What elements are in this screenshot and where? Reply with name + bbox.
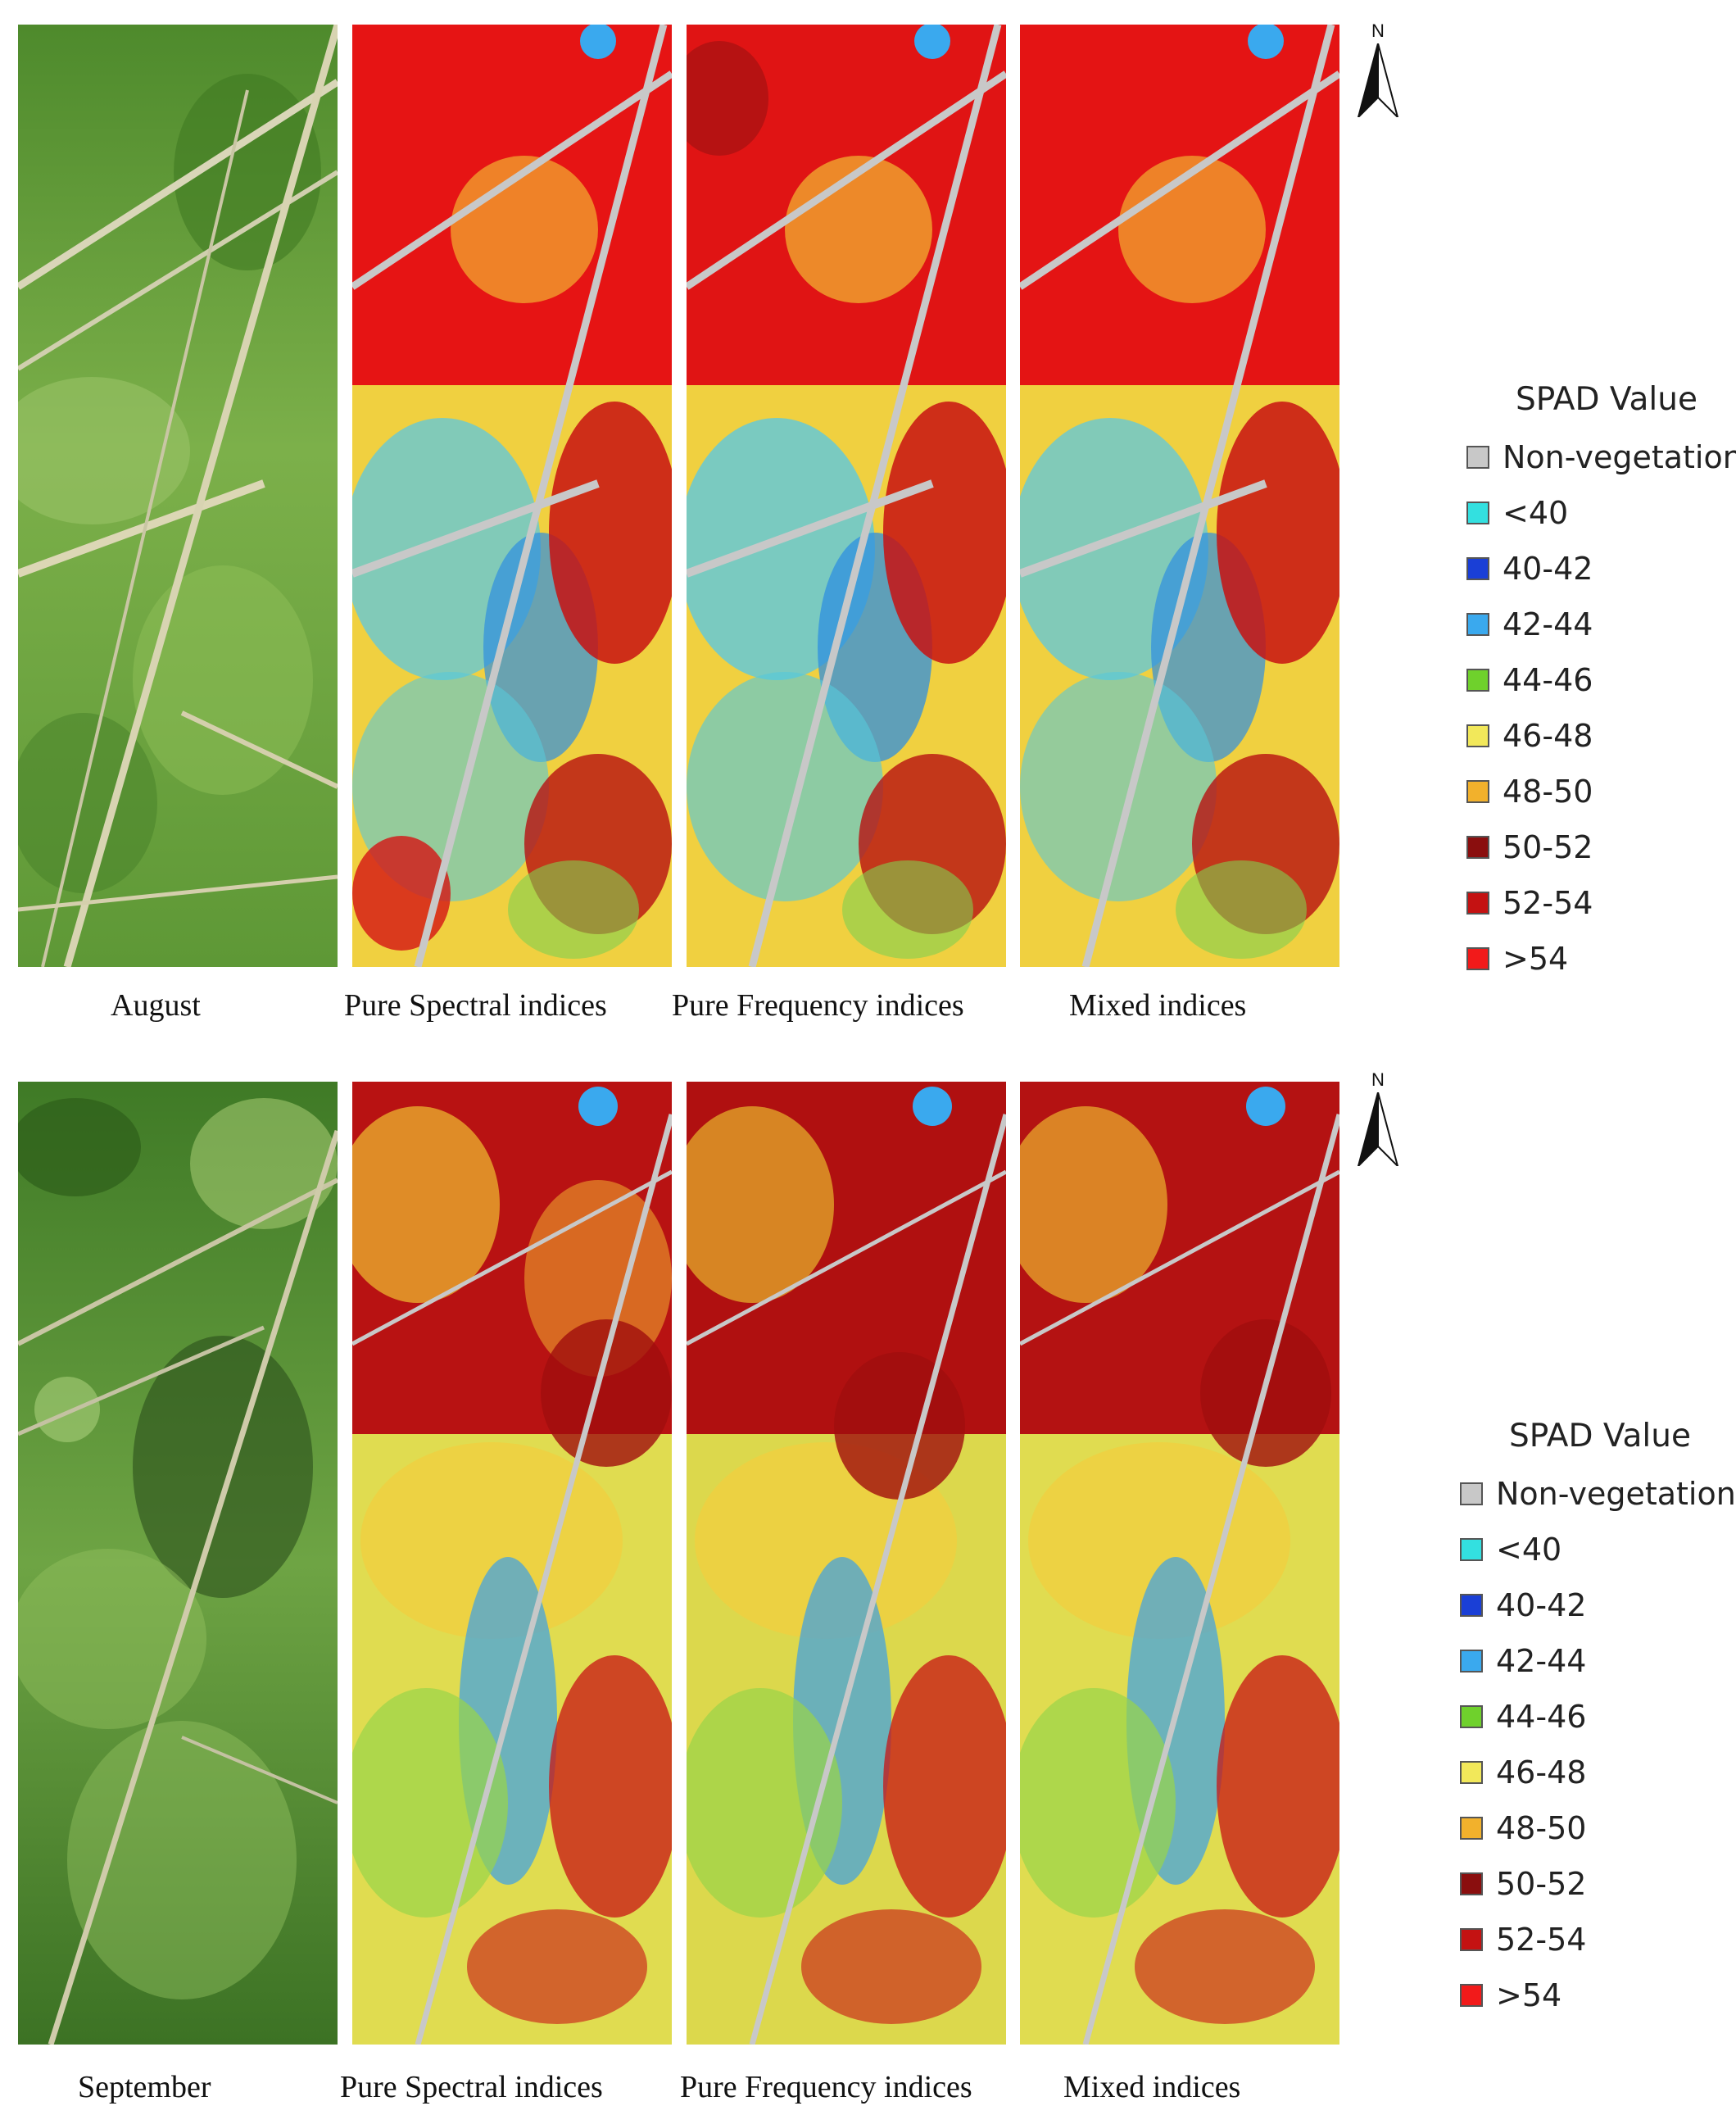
legend-label: <40: [1503, 495, 1569, 531]
north-label: N: [1371, 20, 1385, 41]
legend-item: 46-48: [1460, 1745, 1730, 1800]
legend-label: 52-54: [1503, 885, 1593, 921]
legend-list: Non-vegetation <40 40-42 42-44 44-46 46-48 48-…: [1466, 429, 1736, 987]
legend-label: 48-50: [1503, 774, 1593, 810]
legend-item: 52-54: [1466, 875, 1736, 931]
legend-swatch: [1460, 1538, 1483, 1561]
legend-title: SPAD Value: [1516, 381, 1697, 418]
legend-item: 44-46: [1466, 652, 1736, 708]
legend-title: SPAD Value: [1509, 1418, 1691, 1455]
legend-swatch: [1466, 836, 1489, 859]
caption-spectral: Pure Spectral indices: [344, 988, 607, 1023]
legend-label: Non-vegetation: [1503, 439, 1736, 475]
legend-swatch: [1466, 724, 1489, 747]
august-row: August Pure Spectral indices Pure Freque…: [0, 0, 1736, 1057]
legend-swatch: [1460, 1872, 1483, 1895]
legend-label: <40: [1496, 1532, 1562, 1568]
legend-swatch: [1466, 892, 1489, 915]
caption-month: August: [111, 988, 201, 1023]
legend-item: 50-52: [1466, 819, 1736, 875]
north-arrow-icon: N: [1353, 20, 1403, 119]
legend-item: 42-44: [1466, 597, 1736, 652]
september-spectral-map: [352, 1082, 672, 2045]
legend-item: 44-46: [1460, 1689, 1730, 1745]
legend-item: <40: [1460, 1522, 1730, 1577]
august-spectral-map: [352, 25, 672, 967]
legend-list: Non-vegetation <40 40-42 42-44 44-46 46-48 48-…: [1460, 1466, 1736, 2023]
legend-label: >54: [1503, 941, 1569, 977]
legend-label: 52-54: [1496, 1922, 1587, 1958]
august-frequency-map: [687, 25, 1006, 967]
legend-label: 46-48: [1503, 718, 1593, 754]
legend-swatch: [1460, 1761, 1483, 1784]
legend-item: >54: [1466, 931, 1736, 987]
legend-item: 52-54: [1460, 1912, 1730, 1967]
legend-item: 48-50: [1460, 1800, 1730, 1856]
legend-swatch: [1466, 502, 1489, 524]
august-rgb-image: [18, 25, 338, 967]
legend-swatch: [1460, 1817, 1483, 1840]
legend-item: Non-vegetation: [1466, 429, 1736, 485]
caption-mixed: Mixed indices: [1069, 988, 1247, 1023]
legend-swatch: [1460, 1928, 1483, 1951]
legend-swatch: [1466, 557, 1489, 580]
legend-item: 40-42: [1466, 541, 1736, 597]
legend-swatch: [1460, 1984, 1483, 2007]
legend-swatch: [1466, 947, 1489, 970]
caption-month: September: [78, 2070, 211, 2104]
legend-label: 50-52: [1496, 1866, 1587, 1902]
legend-swatch: [1460, 1482, 1483, 1505]
legend-label: 44-46: [1503, 662, 1593, 698]
legend-swatch: [1460, 1650, 1483, 1672]
legend-label: >54: [1496, 1977, 1562, 2013]
legend-label: 50-52: [1503, 829, 1593, 865]
caption-frequency: Pure Frequency indices: [680, 2070, 972, 2104]
caption-spectral: Pure Spectral indices: [340, 2070, 603, 2104]
legend-item: 50-52: [1460, 1856, 1730, 1912]
september-rgb-image: [18, 1082, 338, 2045]
legend-label: 40-42: [1496, 1587, 1587, 1623]
legend-item: 48-50: [1466, 764, 1736, 819]
north-label: N: [1371, 1069, 1385, 1090]
legend-label: 42-44: [1503, 606, 1593, 642]
north-arrow-icon: N: [1353, 1069, 1403, 1168]
legend-item: 42-44: [1460, 1633, 1730, 1689]
legend-swatch: [1466, 669, 1489, 692]
legend-swatch: [1460, 1705, 1483, 1728]
legend-item: Non-vegetation: [1460, 1466, 1736, 1522]
caption-mixed: Mixed indices: [1063, 2070, 1241, 2104]
legend: SPAD Value Non-vegetation <40 40-42 42-44 44…: [1460, 1418, 1736, 2023]
september-row: September Pure Spectral indices Pure Fre…: [0, 1057, 1736, 2115]
legend-item: 46-48: [1466, 708, 1736, 764]
legend-label: 48-50: [1496, 1810, 1587, 1846]
august-mixed-map: [1020, 25, 1339, 967]
legend-label: 46-48: [1496, 1754, 1587, 1790]
legend-swatch: [1466, 613, 1489, 636]
september-frequency-map: [687, 1082, 1006, 2045]
legend-item: 40-42: [1460, 1577, 1730, 1633]
legend-swatch: [1466, 780, 1489, 803]
legend-swatch: [1466, 446, 1489, 469]
legend: SPAD Value Non-vegetation <40 40-42 42-44 44…: [1466, 381, 1736, 987]
caption-frequency: Pure Frequency indices: [672, 988, 964, 1023]
legend-item: <40: [1466, 485, 1736, 541]
legend-label: 42-44: [1496, 1643, 1587, 1679]
legend-label: 44-46: [1496, 1699, 1587, 1735]
legend-label: 40-42: [1503, 551, 1593, 587]
legend-swatch: [1460, 1594, 1483, 1617]
legend-label: Non-vegetation: [1496, 1476, 1736, 1512]
september-mixed-map: [1020, 1082, 1339, 2045]
legend-item: >54: [1460, 1967, 1730, 2023]
